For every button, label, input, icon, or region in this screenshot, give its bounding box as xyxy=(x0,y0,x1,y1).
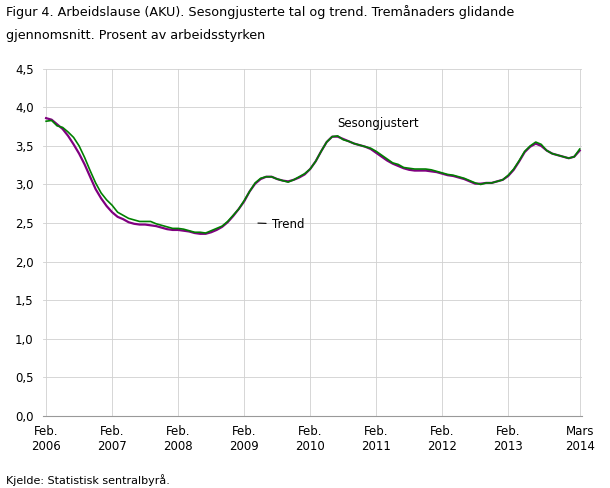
Text: Sesongjustert: Sesongjustert xyxy=(338,117,419,130)
Text: gjennomsnitt. Prosent av arbeidsstyrken: gjennomsnitt. Prosent av arbeidsstyrken xyxy=(6,29,265,42)
Text: Trend: Trend xyxy=(258,218,304,231)
Text: Kjelde: Statistisk sentralbyrå.: Kjelde: Statistisk sentralbyrå. xyxy=(6,474,170,486)
Text: Figur 4. Arbeidslause (AKU). Sesongjusterte tal og trend. Tremånaders glidande: Figur 4. Arbeidslause (AKU). Sesongjuste… xyxy=(6,5,514,19)
